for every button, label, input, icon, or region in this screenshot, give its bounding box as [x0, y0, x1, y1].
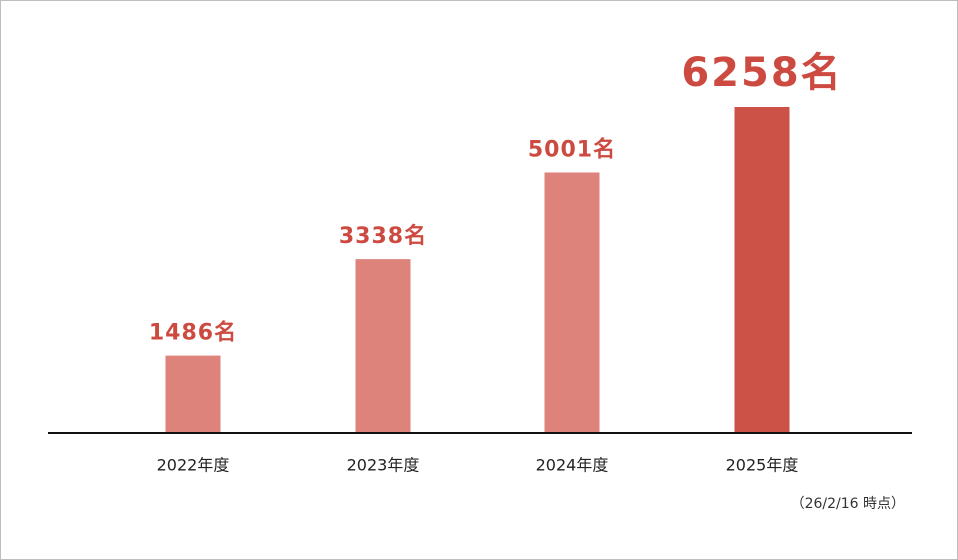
x-tick-label: 2025年度 [726, 456, 799, 475]
bar [544, 172, 600, 433]
bar [355, 259, 411, 433]
bar [165, 355, 221, 433]
value-label: 3338名 [339, 223, 427, 249]
x-tick-label: 2023年度 [347, 456, 420, 475]
value-label: 6258名 [681, 50, 842, 96]
x-tick-label: 2022年度 [157, 456, 230, 475]
x-tick-label: 2024年度 [536, 456, 609, 475]
bar [734, 107, 790, 433]
value-label: 5001名 [528, 136, 616, 162]
annotation: （26/2/16 時点） [791, 496, 905, 512]
value-label: 1486名 [149, 320, 237, 346]
